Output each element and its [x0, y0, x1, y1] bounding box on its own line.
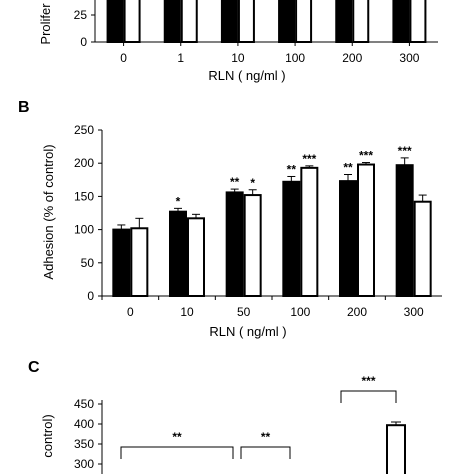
panel-a-xtick-label: 100: [285, 51, 305, 65]
panel-a-bar: [352, 0, 370, 43]
panel-b-significance-label: *: [250, 176, 255, 190]
panel-b-bar: [300, 166, 319, 297]
panel-b-xtick-label: 100: [290, 305, 310, 319]
panel-c-ylabel: control): [40, 414, 55, 457]
panel-a-bar: [220, 0, 238, 43]
panel-a-xtick-label: 0: [120, 51, 127, 65]
panel-b-bar: [187, 217, 205, 297]
panel-a-proliferation-chart: 25 0 0 1 10 100 200 300 Prolifer RLN ( ng/ml ): [38, 0, 438, 83]
panel-b-xtick-label: 50: [237, 305, 251, 319]
panel-c-significance-label: ***: [361, 374, 375, 388]
panel-b-bar: [225, 191, 244, 297]
panel-a-xtick-label: 10: [231, 51, 245, 65]
panel-b-letter: B: [18, 99, 30, 116]
panel-c-significance-label: **: [172, 430, 182, 444]
panel-b-ytick-label: 100: [74, 223, 94, 237]
panel-c-ytick-label: 300: [74, 457, 94, 471]
panel-a-bar: [409, 0, 427, 43]
panel-a-bar: [392, 0, 410, 43]
panel-b-significance-label: ***: [302, 152, 316, 166]
panel-a-xlabel: RLN ( ng/ml ): [208, 68, 285, 83]
panel-c-significance-bracket: [120, 446, 234, 459]
panel-b-significance-label: **: [343, 160, 353, 174]
panel-b-xtick-label: 10: [180, 305, 194, 319]
panel-a-bar: [278, 0, 296, 43]
panel-b-ylabel: Adhesion (% of control): [41, 144, 56, 279]
panel-b-bar: [243, 194, 262, 298]
panel-b-xtick-label: 200: [347, 305, 367, 319]
panel-b-significance-label: *: [176, 194, 181, 208]
panel-b-bar: [130, 227, 149, 297]
panel-b-bar: [395, 164, 414, 297]
panel-c-ytick-label: 350: [74, 437, 94, 451]
panel-c-significance-label: **: [261, 430, 271, 444]
panel-c-ytick-label: 450: [74, 397, 94, 411]
panel-b-ytick-label: 200: [74, 156, 94, 170]
panel-a-xtick-label: 300: [399, 51, 419, 65]
panel-b-xtick-label: 300: [404, 305, 424, 319]
panel-a-bar: [163, 0, 181, 43]
panel-a-ylabel: Prolifer: [38, 3, 53, 45]
panel-b-bar: [339, 180, 357, 298]
panel-b-ytick-label: 150: [74, 189, 94, 203]
panel-b-bar: [413, 200, 432, 298]
panel-b-xlabel: RLN ( ng/ml ): [209, 324, 286, 339]
panel-b-bar: [282, 180, 301, 298]
panel-a-bar: [123, 0, 141, 43]
panel-b-significance-label: **: [287, 162, 297, 176]
panel-a-xtick-label: 200: [342, 51, 362, 65]
panel-b-ytick-label: 250: [74, 123, 94, 137]
panel-c-significance-bracket: [240, 446, 291, 459]
panel-a-bar: [180, 0, 198, 43]
panel-b-bar: [112, 228, 131, 298]
panel-a-bar: [237, 0, 255, 43]
panel-b-significance-label: ***: [398, 144, 412, 158]
panel-c-significance-bracket: [340, 390, 397, 403]
panel-b-significance-label: **: [230, 175, 240, 189]
panel-b-significance-label: ***: [359, 149, 373, 163]
panel-c-bar: [386, 424, 406, 474]
panel-a-ytick-label: 25: [74, 8, 88, 22]
panel-a-xtick-label: 1: [177, 51, 184, 65]
panel-a-bar: [295, 0, 313, 43]
panel-c-letter: C: [28, 359, 40, 376]
panel-a-ytick-label: 0: [80, 35, 87, 49]
panel-b-bar: [357, 163, 375, 297]
panel-b-ytick-label: 50: [81, 256, 95, 270]
panel-b-ytick-label: 0: [87, 289, 94, 303]
panel-b-bar: [169, 210, 187, 297]
panel-b-xtick-label: 0: [127, 305, 134, 319]
panel-a-bar: [106, 0, 124, 43]
panel-c-ytick-label: 400: [74, 417, 94, 431]
panel-a-bar: [335, 0, 353, 43]
